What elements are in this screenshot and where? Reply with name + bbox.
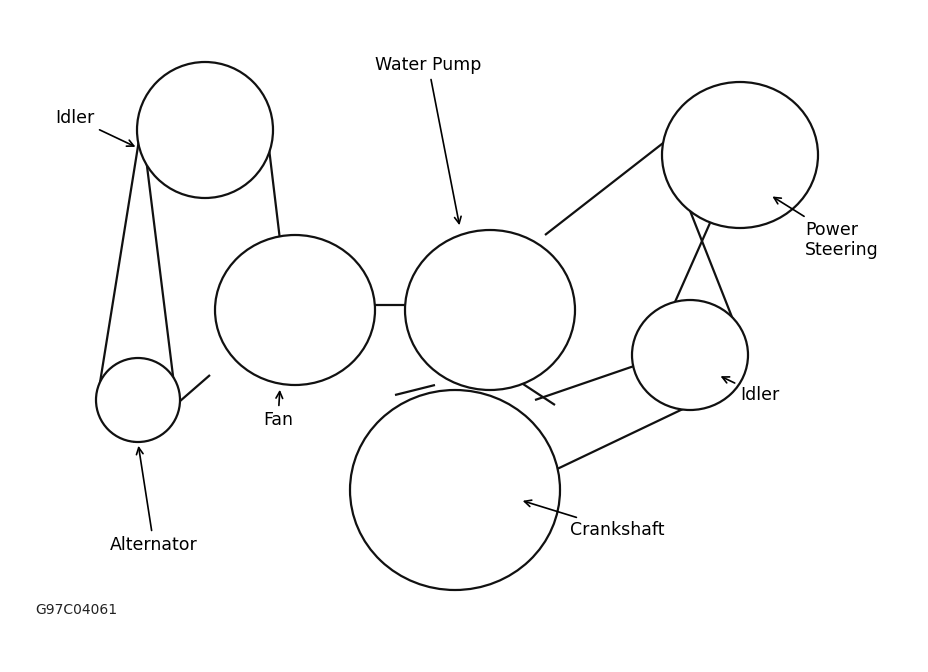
Text: G97C04061: G97C04061 — [35, 603, 117, 617]
Ellipse shape — [350, 390, 560, 590]
Text: Alternator: Alternator — [110, 448, 198, 554]
Ellipse shape — [136, 62, 273, 198]
Text: Crankshaft: Crankshaft — [524, 500, 664, 539]
Ellipse shape — [96, 358, 180, 442]
Text: Idler: Idler — [55, 109, 134, 146]
Ellipse shape — [631, 300, 747, 410]
Ellipse shape — [662, 82, 818, 228]
Text: Fan: Fan — [263, 392, 292, 429]
Ellipse shape — [405, 230, 574, 390]
Text: Idler: Idler — [721, 377, 779, 404]
Text: Power
Steering: Power Steering — [773, 198, 878, 259]
Ellipse shape — [214, 235, 375, 385]
Text: Water Pump: Water Pump — [375, 56, 481, 224]
